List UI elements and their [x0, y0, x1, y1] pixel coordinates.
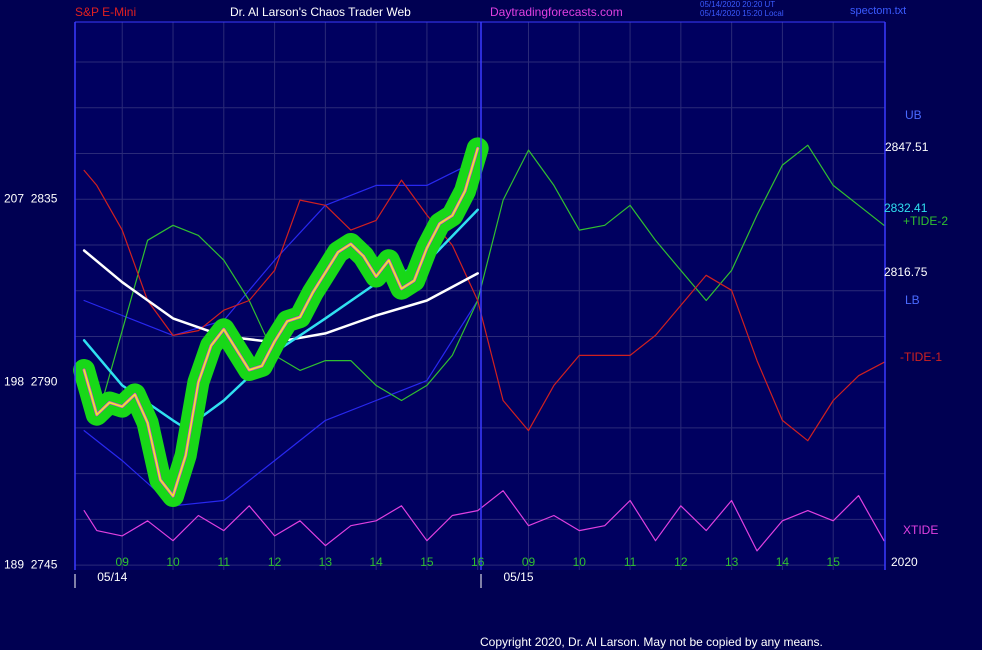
x-tick-label: 10: [573, 555, 587, 569]
x-tick-label: 12: [674, 555, 688, 569]
series-line: [83, 299, 479, 507]
x-tick-label: 12: [268, 555, 282, 569]
file-name: spectom.txt: [850, 5, 906, 17]
chart-title: Dr. Al Larson's Chaos Trader Web: [230, 5, 411, 19]
timestamp: 05/14/2020 20:20 UT: [700, 0, 775, 9]
series-label: XTIDE: [903, 523, 938, 537]
series-line: [96, 144, 885, 421]
x-tick-label: 15: [827, 555, 841, 569]
y-tick-label: 198 2790: [4, 374, 58, 388]
last-value-label: 2816.75: [884, 265, 928, 279]
x-tick-label: 13: [319, 555, 333, 569]
grid: [75, 22, 885, 570]
x-tick-label: 14: [776, 555, 790, 569]
last-value-label: 2832.41: [884, 201, 928, 215]
x-tick-label: 15: [420, 555, 434, 569]
date-label: 05/14: [97, 570, 127, 584]
plot-area: [75, 22, 885, 570]
x-tick-label: 11: [624, 555, 637, 569]
site: Daytradingforecasts.com: [490, 5, 623, 19]
series-label: UB: [905, 108, 922, 122]
series-label: -TIDE-1: [900, 350, 942, 364]
y-tick-label: 207 2835: [4, 191, 58, 205]
series-line: [83, 159, 479, 336]
series-line: [83, 490, 885, 552]
x-tick-label: 11: [218, 555, 231, 569]
price-line: [83, 147, 479, 497]
series-label: +TIDE-2: [903, 214, 948, 228]
x-tick-label: 13: [725, 555, 739, 569]
copyright: Copyright 2020, Dr. Al Larson. May not b…: [480, 635, 823, 649]
x-tick-label: 10: [166, 555, 180, 569]
x-tick-label: 16: [471, 555, 485, 569]
symbol: S&P E-Mini: [75, 5, 136, 19]
last-value-label: 2847.51: [885, 140, 929, 154]
x-tick-label: 14: [369, 555, 383, 569]
y-tick-label: 189 2745: [4, 557, 58, 571]
date-label: 05/15: [503, 570, 533, 584]
x-tick-label: 09: [522, 555, 536, 569]
series-line: [83, 169, 885, 442]
x-tick-label: 09: [116, 555, 130, 569]
series-label: LB: [905, 293, 920, 307]
timestamp: 05/14/2020 15:20 Local: [700, 9, 784, 18]
series-layer: [73, 137, 885, 552]
year-label: 2020: [891, 555, 918, 569]
